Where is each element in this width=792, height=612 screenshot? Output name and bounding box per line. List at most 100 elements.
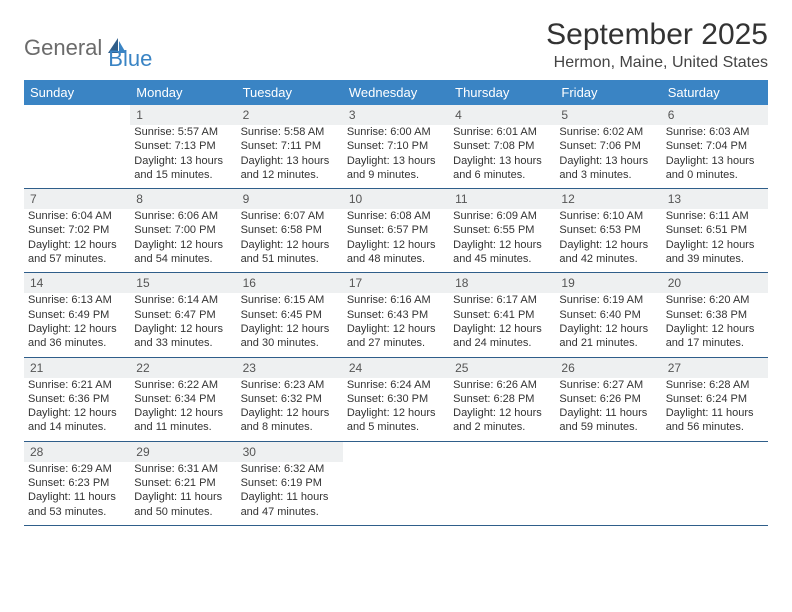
day-number: 13 — [662, 189, 768, 209]
day-number: 6 — [662, 105, 768, 125]
daylight-text: Daylight: 12 hours and 8 minutes. — [241, 406, 339, 435]
location-subtitle: Hermon, Maine, United States — [546, 54, 768, 72]
day-number-row: 21222324252627 — [24, 358, 768, 378]
sunrise-text: Sunrise: 6:22 AM — [134, 378, 232, 392]
sunset-text: Sunset: 6:23 PM — [28, 476, 126, 490]
day-number-row: 14151617181920 — [24, 273, 768, 293]
day-cell: Sunrise: 6:24 AMSunset: 6:30 PMDaylight:… — [343, 378, 449, 442]
day-cell: Sunrise: 5:57 AMSunset: 7:13 PMDaylight:… — [130, 125, 236, 189]
sunset-text: Sunset: 7:13 PM — [134, 139, 232, 153]
daylight-text: Daylight: 11 hours and 59 minutes. — [559, 406, 657, 435]
sunrise-text: Sunrise: 6:29 AM — [28, 462, 126, 476]
empty-cell — [343, 442, 449, 462]
week-row: Sunrise: 6:29 AMSunset: 6:23 PMDaylight:… — [24, 462, 768, 526]
sunrise-text: Sunrise: 6:13 AM — [28, 293, 126, 307]
brand-logo: General Blue — [24, 18, 152, 72]
calendar-body: 123456Sunrise: 5:57 AMSunset: 7:13 PMDay… — [24, 105, 768, 526]
day-cell: Sunrise: 6:11 AMSunset: 6:51 PMDaylight:… — [662, 209, 768, 273]
day-number: 9 — [237, 189, 343, 209]
weekday-header: Saturday — [662, 80, 768, 105]
daylight-text: Daylight: 11 hours and 53 minutes. — [28, 490, 126, 519]
week-row: Sunrise: 6:04 AMSunset: 7:02 PMDaylight:… — [24, 209, 768, 273]
day-cell: Sunrise: 6:31 AMSunset: 6:21 PMDaylight:… — [130, 462, 236, 526]
day-number: 11 — [449, 189, 555, 209]
daylight-text: Daylight: 12 hours and 36 minutes. — [28, 322, 126, 351]
day-cell: Sunrise: 6:15 AMSunset: 6:45 PMDaylight:… — [237, 293, 343, 357]
daylight-text: Daylight: 11 hours and 47 minutes. — [241, 490, 339, 519]
sunrise-text: Sunrise: 6:20 AM — [666, 293, 764, 307]
day-number: 5 — [555, 105, 661, 125]
sunrise-text: Sunrise: 6:31 AM — [134, 462, 232, 476]
empty-cell — [24, 125, 130, 189]
daylight-text: Daylight: 12 hours and 42 minutes. — [559, 238, 657, 267]
sunset-text: Sunset: 6:32 PM — [241, 392, 339, 406]
day-cell: Sunrise: 6:00 AMSunset: 7:10 PMDaylight:… — [343, 125, 449, 189]
sunrise-text: Sunrise: 6:07 AM — [241, 209, 339, 223]
sunrise-text: Sunrise: 6:09 AM — [453, 209, 551, 223]
empty-cell — [662, 442, 768, 462]
weekday-header: Tuesday — [237, 80, 343, 105]
day-number: 4 — [449, 105, 555, 125]
day-number: 16 — [237, 273, 343, 293]
sunset-text: Sunset: 6:30 PM — [347, 392, 445, 406]
day-cell: Sunrise: 6:26 AMSunset: 6:28 PMDaylight:… — [449, 378, 555, 442]
daylight-text: Daylight: 11 hours and 56 minutes. — [666, 406, 764, 435]
day-number: 30 — [237, 442, 343, 462]
empty-cell — [343, 462, 449, 526]
empty-cell — [555, 442, 661, 462]
day-number: 25 — [449, 358, 555, 378]
sunset-text: Sunset: 6:51 PM — [666, 223, 764, 237]
day-number: 29 — [130, 442, 236, 462]
sunset-text: Sunset: 6:34 PM — [134, 392, 232, 406]
sunset-text: Sunset: 7:10 PM — [347, 139, 445, 153]
sunrise-text: Sunrise: 6:27 AM — [559, 378, 657, 392]
day-number: 12 — [555, 189, 661, 209]
daylight-text: Daylight: 12 hours and 27 minutes. — [347, 322, 445, 351]
sunset-text: Sunset: 7:06 PM — [559, 139, 657, 153]
sunrise-text: Sunrise: 6:19 AM — [559, 293, 657, 307]
weekday-header: Monday — [130, 80, 236, 105]
day-number: 14 — [24, 273, 130, 293]
daylight-text: Daylight: 13 hours and 15 minutes. — [134, 154, 232, 183]
day-number: 10 — [343, 189, 449, 209]
week-row: Sunrise: 5:57 AMSunset: 7:13 PMDaylight:… — [24, 125, 768, 189]
day-cell: Sunrise: 6:13 AMSunset: 6:49 PMDaylight:… — [24, 293, 130, 357]
daylight-text: Daylight: 12 hours and 30 minutes. — [241, 322, 339, 351]
empty-cell — [662, 462, 768, 526]
sunset-text: Sunset: 6:47 PM — [134, 308, 232, 322]
sunrise-text: Sunrise: 6:10 AM — [559, 209, 657, 223]
day-cell: Sunrise: 6:29 AMSunset: 6:23 PMDaylight:… — [24, 462, 130, 526]
day-number-row: 123456 — [24, 105, 768, 125]
sunset-text: Sunset: 6:45 PM — [241, 308, 339, 322]
day-cell: Sunrise: 6:08 AMSunset: 6:57 PMDaylight:… — [343, 209, 449, 273]
daylight-text: Daylight: 11 hours and 50 minutes. — [134, 490, 232, 519]
day-number-row: 282930 — [24, 442, 768, 462]
sunrise-text: Sunrise: 6:28 AM — [666, 378, 764, 392]
sunrise-text: Sunrise: 6:11 AM — [666, 209, 764, 223]
page-title: September 2025 — [546, 18, 768, 52]
day-cell: Sunrise: 6:02 AMSunset: 7:06 PMDaylight:… — [555, 125, 661, 189]
sunset-text: Sunset: 6:43 PM — [347, 308, 445, 322]
sunrise-text: Sunrise: 6:15 AM — [241, 293, 339, 307]
day-cell: Sunrise: 6:28 AMSunset: 6:24 PMDaylight:… — [662, 378, 768, 442]
daylight-text: Daylight: 13 hours and 12 minutes. — [241, 154, 339, 183]
day-number: 28 — [24, 442, 130, 462]
sunset-text: Sunset: 6:36 PM — [28, 392, 126, 406]
day-cell: Sunrise: 6:07 AMSunset: 6:58 PMDaylight:… — [237, 209, 343, 273]
empty-cell — [449, 442, 555, 462]
day-cell: Sunrise: 6:20 AMSunset: 6:38 PMDaylight:… — [662, 293, 768, 357]
sunrise-text: Sunrise: 6:00 AM — [347, 125, 445, 139]
weekday-header: Sunday — [24, 80, 130, 105]
day-cell: Sunrise: 6:22 AMSunset: 6:34 PMDaylight:… — [130, 378, 236, 442]
sunrise-text: Sunrise: 5:57 AM — [134, 125, 232, 139]
day-number: 19 — [555, 273, 661, 293]
day-cell: Sunrise: 6:01 AMSunset: 7:08 PMDaylight:… — [449, 125, 555, 189]
daylight-text: Daylight: 12 hours and 45 minutes. — [453, 238, 551, 267]
daylight-text: Daylight: 12 hours and 57 minutes. — [28, 238, 126, 267]
sunrise-text: Sunrise: 6:04 AM — [28, 209, 126, 223]
day-cell: Sunrise: 6:27 AMSunset: 6:26 PMDaylight:… — [555, 378, 661, 442]
day-cell: Sunrise: 6:14 AMSunset: 6:47 PMDaylight:… — [130, 293, 236, 357]
day-number: 22 — [130, 358, 236, 378]
day-cell: Sunrise: 5:58 AMSunset: 7:11 PMDaylight:… — [237, 125, 343, 189]
daylight-text: Daylight: 12 hours and 33 minutes. — [134, 322, 232, 351]
